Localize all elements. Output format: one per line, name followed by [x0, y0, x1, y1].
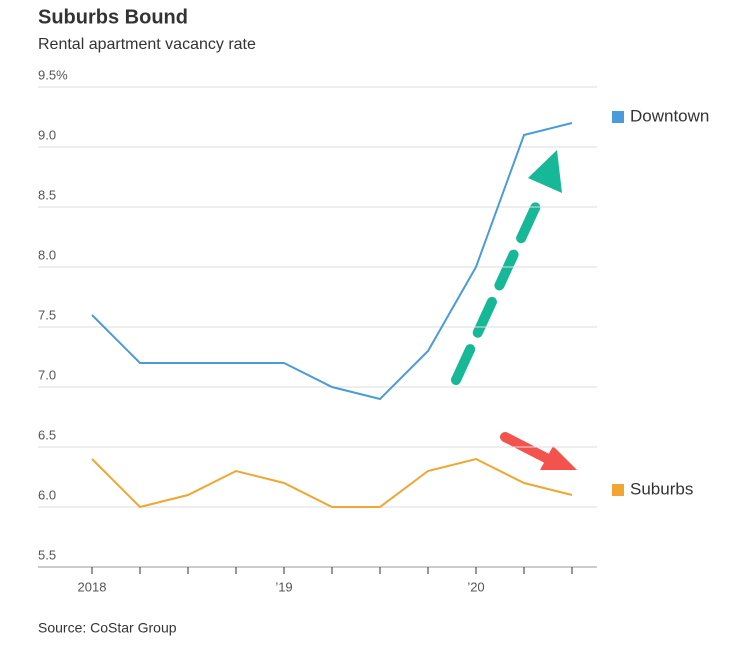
- y-tick-label: 6.0: [38, 487, 56, 502]
- y-tick-label: 9.5%: [38, 67, 68, 82]
- line: [91, 457, 573, 509]
- source: Source: CoStar Group: [38, 620, 177, 636]
- y-tick-label: 9.0: [38, 127, 56, 142]
- x-tick-label: ’20: [467, 579, 484, 594]
- trend-arrow-up: [451, 150, 562, 385]
- y-tick-label: 6.5: [38, 427, 56, 442]
- x-tick-label: 2018: [78, 579, 107, 594]
- chart-subtitle: Rental apartment vacancy rate: [38, 36, 256, 53]
- y-tick-label: 8.0: [38, 247, 56, 262]
- trend-arrow-down: [500, 432, 577, 470]
- y-tick-label: 7.5: [38, 307, 56, 322]
- y-tick-label: 8.5: [38, 187, 56, 202]
- line: [91, 122, 573, 401]
- legend-swatch: [612, 484, 624, 496]
- legend-label: Downtown: [630, 106, 709, 125]
- x-tick-label: ’19: [275, 579, 292, 594]
- y-tick-label: 5.5: [38, 547, 56, 562]
- legend-label: Suburbs: [630, 479, 693, 498]
- legend-swatch: [612, 111, 624, 123]
- chart-title: Suburbs Bound: [38, 6, 188, 28]
- y-tick-label: 7.0: [38, 367, 56, 382]
